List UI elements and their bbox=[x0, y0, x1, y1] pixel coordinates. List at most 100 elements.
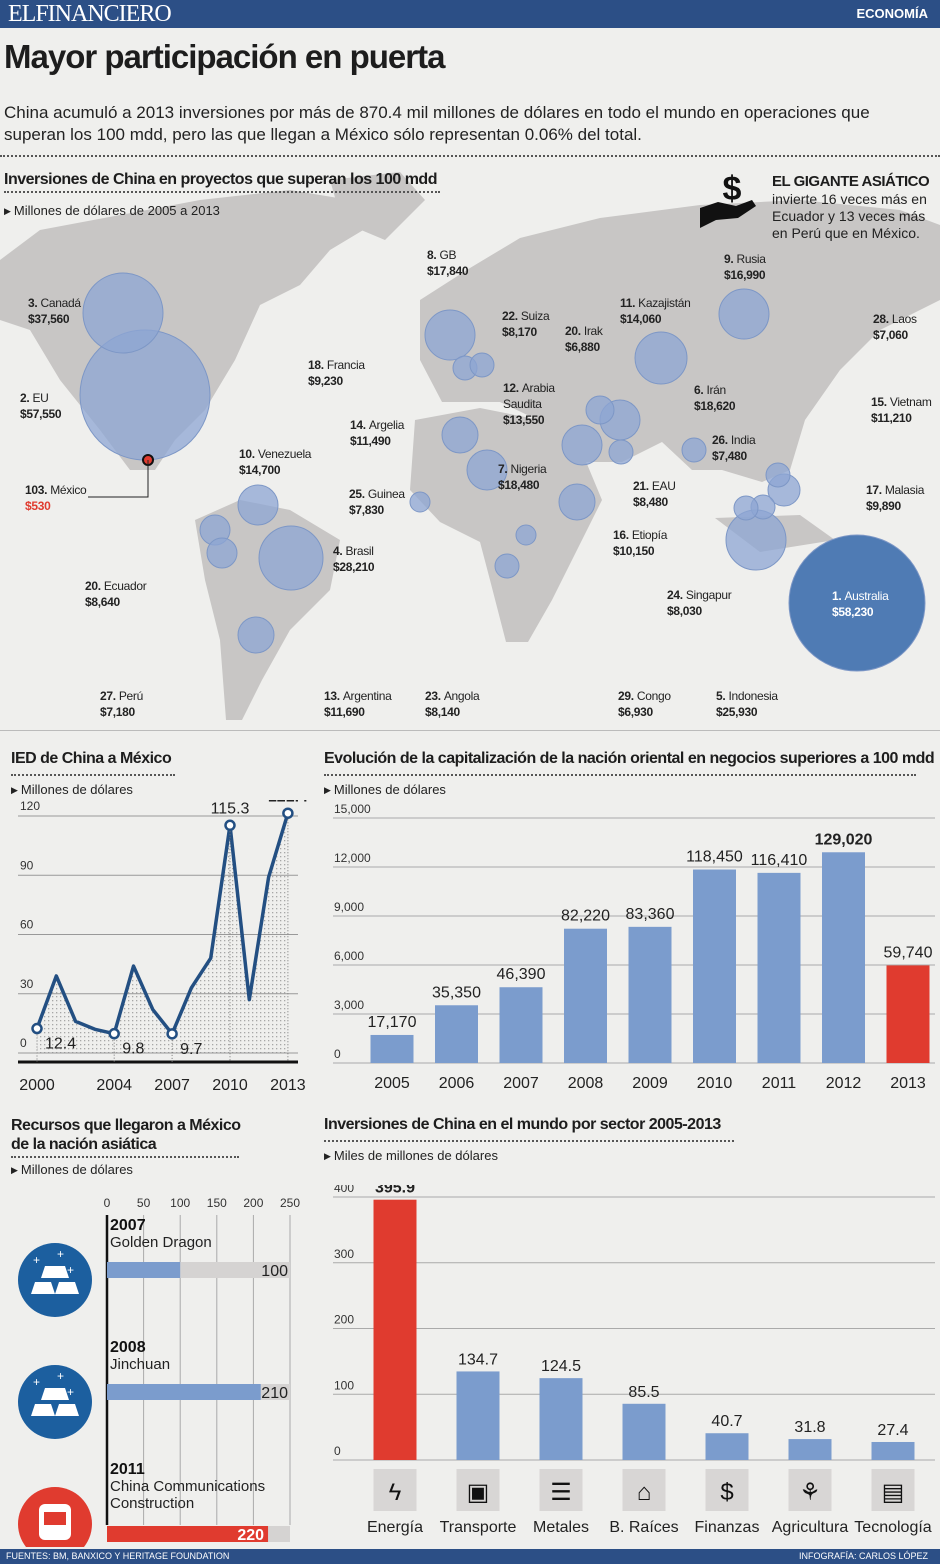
map-label: 22. Suiza $8,170 bbox=[502, 308, 550, 340]
resources-chart-title: Recursos que llegaron a México de la nac… bbox=[11, 1117, 241, 1153]
country-rank: 10. bbox=[239, 447, 258, 461]
map-label: 6. Irán $18,620 bbox=[694, 382, 736, 414]
x-tick-label: 2007 bbox=[154, 1077, 190, 1094]
sparkle: + bbox=[57, 1247, 64, 1261]
item-company: Construction bbox=[110, 1495, 194, 1512]
bar-value-label: 82,220 bbox=[561, 908, 610, 925]
y-tick-label: 6,000 bbox=[334, 949, 364, 963]
country-rank: 29. bbox=[618, 689, 637, 703]
country-name: Australia bbox=[844, 589, 889, 603]
map-label: 12. Arabia Saudita $13,550 bbox=[503, 380, 565, 428]
bar-2013 bbox=[886, 965, 930, 1063]
country-name: Laos bbox=[891, 312, 917, 326]
bar-value-label: 35,350 bbox=[432, 984, 481, 1001]
map-label: 29. Congo $6,930 bbox=[618, 688, 671, 720]
x-tick-label: 2013 bbox=[890, 1075, 926, 1092]
map-label: 27. Perú $7,180 bbox=[100, 688, 143, 720]
map-label: 21. EAU $8,480 bbox=[633, 478, 676, 510]
country-name: Congo bbox=[636, 689, 671, 703]
africa-shape bbox=[410, 408, 602, 642]
country-value: $7,180 bbox=[100, 705, 135, 719]
country-name: Irak bbox=[583, 324, 603, 338]
bubble-congo bbox=[515, 524, 537, 546]
x-tick-label: 2000 bbox=[19, 1077, 55, 1094]
bubble-rusia bbox=[718, 288, 770, 340]
map-label: 24. Singapur $8,030 bbox=[667, 587, 732, 619]
bubble-nigeria bbox=[466, 449, 508, 491]
country-name: GB bbox=[439, 248, 457, 262]
bar-2009 bbox=[628, 926, 672, 1063]
icon-box bbox=[705, 1469, 749, 1511]
country-value: $8,030 bbox=[667, 604, 702, 618]
y-tick-label: 15,000 bbox=[334, 802, 371, 816]
credit: INFOGRAFÍA: CARLOS LÓPEZ bbox=[798, 1551, 928, 1561]
map-label: 28. Laos $7,060 bbox=[873, 311, 917, 343]
icon-box bbox=[871, 1469, 915, 1511]
bar-value-label: 220 bbox=[237, 1527, 264, 1544]
y-tick-label: 400 bbox=[334, 1185, 354, 1195]
bar-value bbox=[107, 1262, 181, 1278]
bar-value-label: 118,450 bbox=[686, 849, 743, 866]
world-map: 1. Australia $58,230 2. EU $57,550 3. Canadá… bbox=[0, 165, 940, 730]
bar-value-label: 134.7 bbox=[458, 1351, 498, 1368]
item-year: 2011 bbox=[110, 1461, 145, 1478]
country-rank: 4. bbox=[333, 544, 346, 558]
bubble-brasil bbox=[258, 525, 324, 591]
item-year: 2007 bbox=[110, 1217, 146, 1234]
x-tick-label: 2006 bbox=[439, 1075, 475, 1092]
country-name: Rusia bbox=[736, 252, 766, 266]
bar-value-label: 85.5 bbox=[628, 1384, 659, 1401]
gold-bar bbox=[41, 1266, 69, 1278]
country-value: $25,930 bbox=[716, 705, 758, 719]
capital-chart-title: Evolución de la capitalización de la nac… bbox=[324, 750, 935, 767]
country-name: Perú bbox=[118, 689, 143, 703]
y-tick-label: 9,000 bbox=[334, 900, 364, 914]
sector-title-underline bbox=[324, 1140, 734, 1142]
data-line bbox=[35, 812, 290, 1036]
country-rank: 13. bbox=[324, 689, 343, 703]
country-name: Arabia Saudita bbox=[503, 381, 555, 411]
country-name: Angola bbox=[443, 689, 480, 703]
country-value: $7,480 bbox=[712, 449, 747, 463]
gold-bar bbox=[55, 1404, 79, 1416]
icon-box bbox=[373, 1469, 417, 1511]
country-name: EU bbox=[32, 391, 49, 405]
capital-chart-unit: Millones de dólares bbox=[324, 782, 446, 797]
x-tick-label: Transporte bbox=[440, 1519, 517, 1536]
country-name: India bbox=[730, 433, 756, 447]
masthead-bar: ELFINANCIERO ECONOMÍA bbox=[0, 0, 940, 28]
country-rank: 18. bbox=[308, 358, 327, 372]
country-rank: 23. bbox=[425, 689, 444, 703]
map-label: 2. EU $57,550 bbox=[20, 390, 62, 422]
map-label: 10. Venezuela $14,700 bbox=[239, 446, 311, 478]
country-value: $58,230 bbox=[832, 605, 874, 619]
map-label: 4. Brasil $28,210 bbox=[333, 543, 375, 575]
item-year: 2008 bbox=[110, 1339, 146, 1356]
bubble-guinea bbox=[409, 491, 431, 513]
bubble-suiza bbox=[469, 352, 495, 378]
x-tick-label: Metales bbox=[533, 1519, 589, 1536]
country-value: $16,990 bbox=[724, 268, 766, 282]
bubble-eu bbox=[79, 329, 211, 461]
map-unit: Millones de dólares de 2005 a 2013 bbox=[4, 203, 220, 218]
map-label: 5. Indonesia $25,930 bbox=[716, 688, 778, 720]
divider bbox=[0, 730, 940, 731]
y-tick-label: 90 bbox=[20, 858, 34, 872]
country-rank: 3. bbox=[28, 296, 41, 310]
country-name: Francia bbox=[326, 358, 365, 372]
data-point bbox=[224, 819, 236, 832]
country-value: $10,150 bbox=[613, 544, 655, 558]
map-label: 8. GB $17,840 bbox=[427, 247, 469, 279]
bar-value-label: 17,170 bbox=[368, 1014, 417, 1031]
country-name: Malasia bbox=[884, 483, 925, 497]
bubble-argelia bbox=[441, 416, 479, 454]
data-point bbox=[166, 1028, 178, 1040]
country-value: $11,690 bbox=[324, 705, 365, 719]
bubble-indonesia bbox=[725, 509, 787, 571]
country-name: Etiopía bbox=[631, 528, 668, 542]
bubble-angola bbox=[494, 553, 520, 579]
area-fill bbox=[37, 813, 288, 1053]
x-tick-label: Energía bbox=[367, 1519, 423, 1536]
country-name: Guinea bbox=[367, 487, 405, 501]
bus-icon: ▣ bbox=[467, 1479, 490, 1506]
